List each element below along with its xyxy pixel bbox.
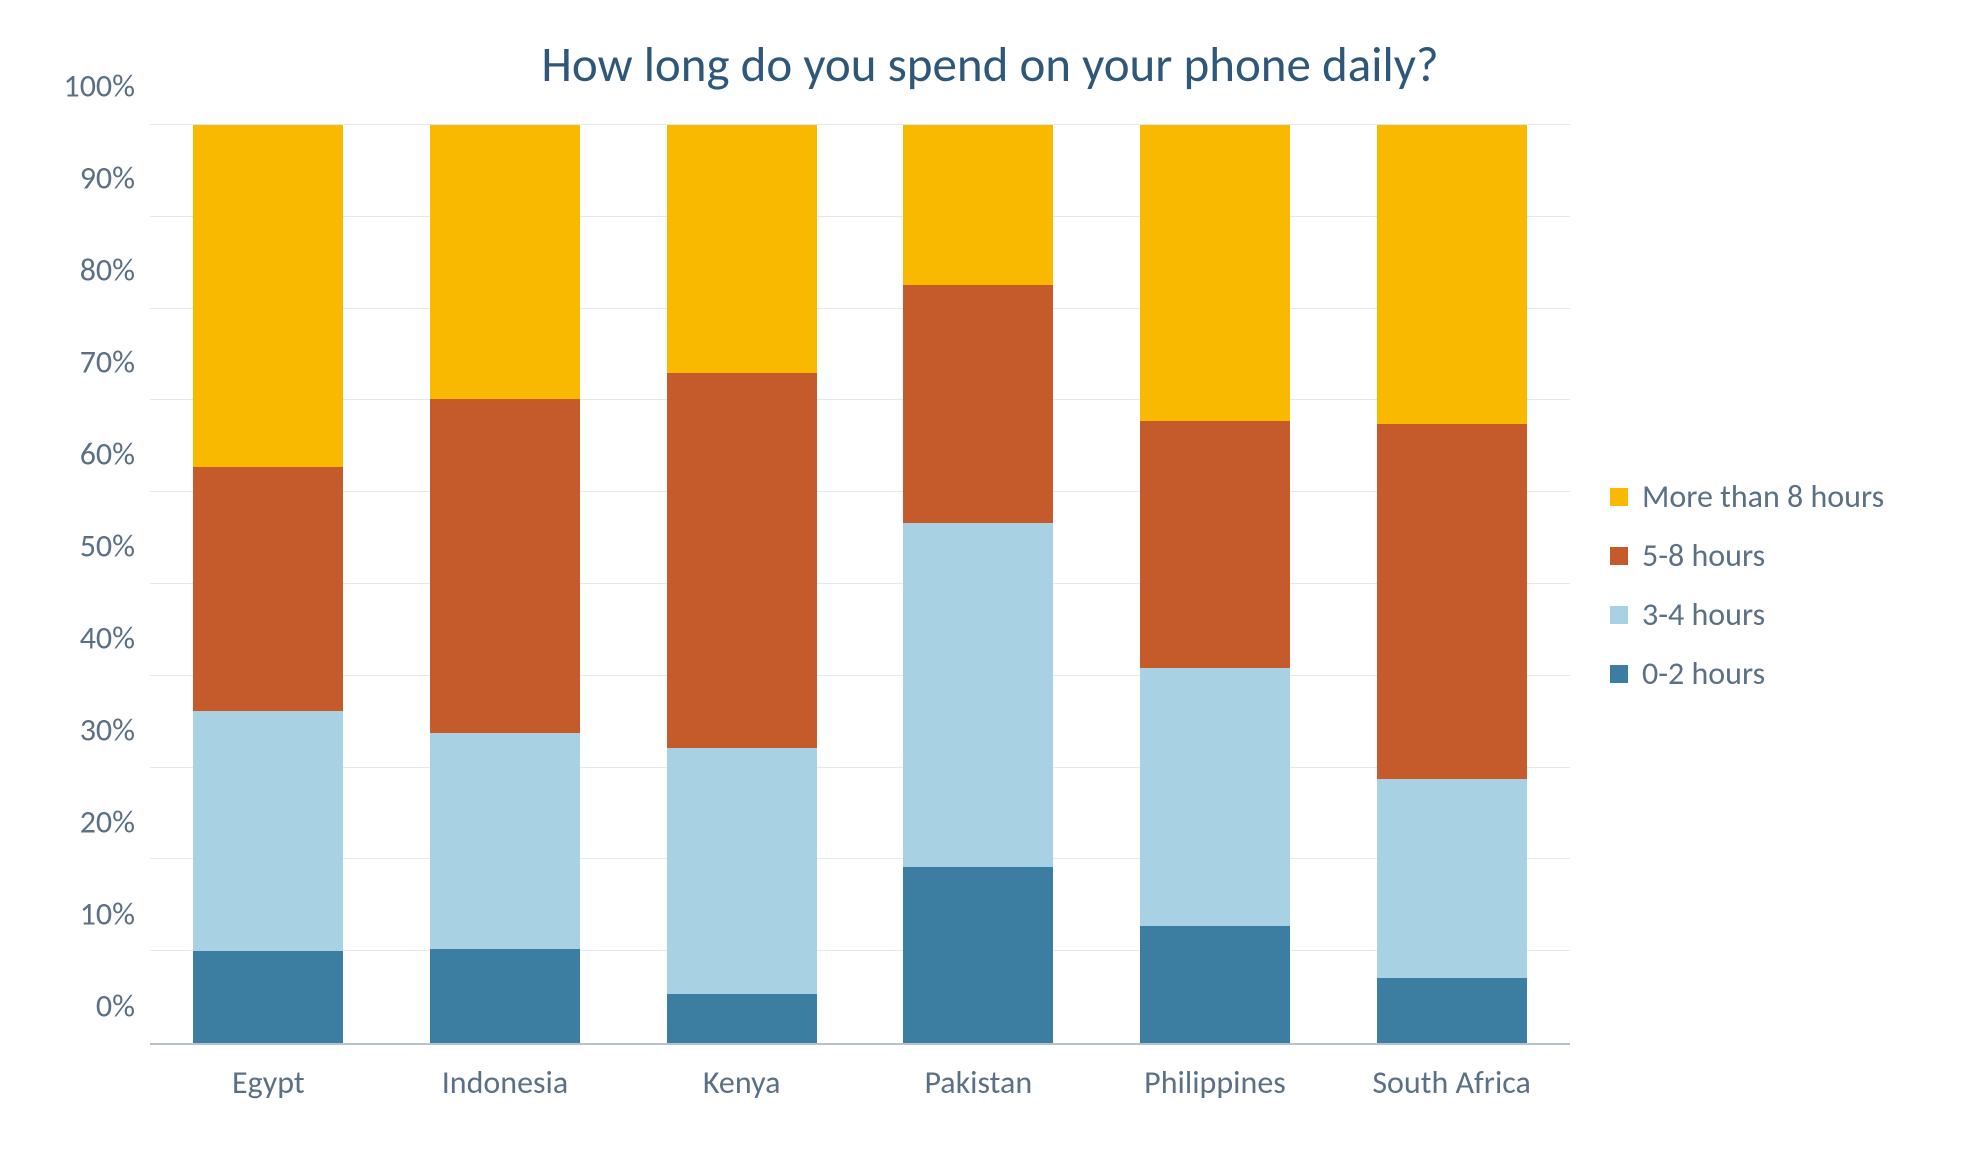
bar-group <box>193 125 343 1043</box>
chart-body: 0%10%20%30%40%50%60%70%80%90%100% EgyptI… <box>40 125 1940 1125</box>
bar-group <box>903 125 1053 1043</box>
bar-segment <box>1377 978 1527 1043</box>
bar-segment <box>1377 424 1527 778</box>
y-tick-label: 40% <box>80 619 135 658</box>
bar-segment <box>1140 125 1290 421</box>
bar-segment <box>903 523 1053 867</box>
y-tick-label: 0% <box>96 987 135 1026</box>
bar-segment <box>193 467 343 710</box>
grid-area <box>150 125 1570 1045</box>
bar-segment <box>1140 668 1290 927</box>
bar-segment <box>430 399 580 733</box>
chart-title: How long do you spend on your phone dail… <box>40 35 1940 95</box>
bar-group <box>1140 125 1290 1043</box>
bar-segment <box>903 125 1053 285</box>
legend-item: 0-2 hours <box>1610 654 1940 693</box>
bar-segment <box>1140 926 1290 1043</box>
legend: More than 8 hours 5-8 hours 3-4 hours 0-2 h… <box>1570 125 1940 1045</box>
bar-group <box>430 125 580 1043</box>
x-tick-label: Indonesia <box>420 1063 590 1102</box>
legend-item: 5-8 hours <box>1610 536 1940 575</box>
bar-segment <box>1377 125 1527 424</box>
bar-group <box>667 125 817 1043</box>
legend-label: 5-8 hours <box>1642 536 1765 575</box>
legend-swatch <box>1610 547 1628 565</box>
chart-container: How long do you spend on your phone dail… <box>0 0 1980 1157</box>
y-tick-label: 30% <box>80 711 135 750</box>
bar-segment <box>430 733 580 950</box>
plot-area: Egypt Indonesia Kenya Pakistan Philippines So… <box>150 125 1570 1105</box>
x-tick-label: Egypt <box>183 1063 353 1102</box>
legend-swatch <box>1610 665 1628 683</box>
bar-segment <box>903 285 1053 523</box>
bars-layer <box>150 125 1570 1043</box>
legend-swatch <box>1610 488 1628 506</box>
y-tick-label: 50% <box>80 527 135 566</box>
bar-segment <box>430 125 580 399</box>
legend-label: More than 8 hours <box>1642 477 1884 516</box>
bar-segment <box>667 748 817 994</box>
bar-segment <box>193 711 343 952</box>
y-tick-label: 20% <box>80 803 135 842</box>
y-tick-label: 90% <box>80 159 135 198</box>
x-tick-label: Kenya <box>657 1063 827 1102</box>
y-axis: 0%10%20%30%40%50%60%70%80%90%100% <box>40 125 150 1045</box>
legend-label: 0-2 hours <box>1642 654 1765 693</box>
bar-segment <box>667 994 817 1043</box>
legend-swatch <box>1610 606 1628 624</box>
y-tick-label: 70% <box>80 343 135 382</box>
bar-segment <box>903 867 1053 1043</box>
x-tick-label: South Africa <box>1367 1063 1537 1102</box>
y-tick-label: 60% <box>80 435 135 474</box>
legend-item: 3-4 hours <box>1610 595 1940 634</box>
bar-segment <box>193 951 343 1043</box>
y-tick-label: 100% <box>63 67 135 106</box>
x-tick-label: Pakistan <box>893 1063 1063 1102</box>
y-tick-label: 80% <box>80 251 135 290</box>
y-tick-label: 10% <box>80 895 135 934</box>
legend-label: 3-4 hours <box>1642 595 1765 634</box>
bar-segment <box>667 125 817 373</box>
bar-segment <box>1377 779 1527 978</box>
bar-segment <box>667 373 817 748</box>
bar-group <box>1377 125 1527 1043</box>
x-tick-label: Philippines <box>1130 1063 1300 1102</box>
x-axis-labels: Egypt Indonesia Kenya Pakistan Philippines So… <box>150 1063 1570 1102</box>
bar-segment <box>1140 421 1290 668</box>
bar-segment <box>430 949 580 1043</box>
legend-item: More than 8 hours <box>1610 477 1940 516</box>
bar-segment <box>193 125 343 467</box>
